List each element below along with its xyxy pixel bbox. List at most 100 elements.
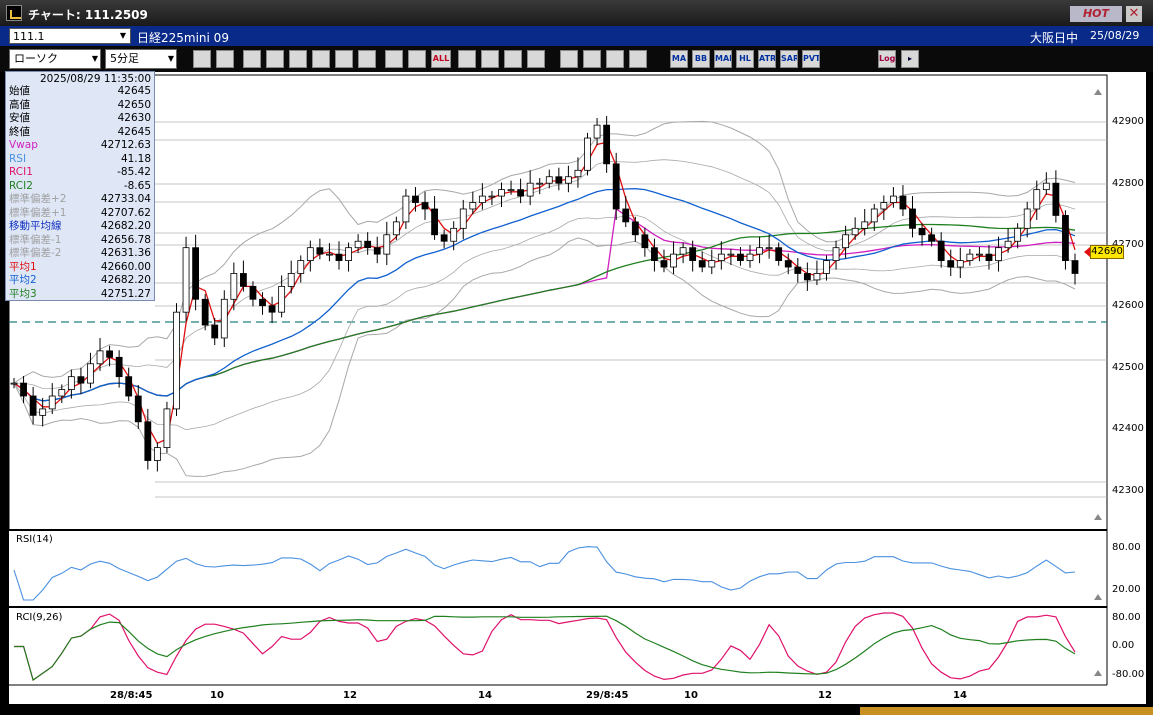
time-tick-label: 14 — [953, 690, 967, 701]
candle-body — [268, 305, 276, 313]
info-label: 標準偏差+1 — [9, 206, 67, 219]
info-value: 42682.20 — [100, 220, 151, 232]
info-datetime: 2025/08/29 11:35:00 — [9, 73, 153, 85]
info-value: 42707.62 — [100, 206, 151, 219]
arrow-icon[interactable] — [312, 50, 330, 68]
export-icon[interactable]: ▸ — [901, 50, 919, 68]
candle-body — [995, 247, 1002, 261]
trend-icon[interactable] — [458, 50, 476, 68]
candle-body — [517, 189, 525, 197]
info-label: 終値 — [9, 125, 30, 138]
pointer-icon[interactable] — [289, 50, 307, 68]
rsi-tick-label: 80.00 — [1112, 542, 1141, 553]
candle-body — [641, 234, 649, 249]
symbol-code-input[interactable]: 111.1 — [9, 28, 131, 44]
candle-body — [87, 363, 94, 384]
candle-body — [240, 273, 247, 287]
candle-body — [1014, 227, 1022, 242]
search-icon[interactable] — [481, 50, 499, 68]
candle-body — [1071, 260, 1079, 274]
chevron-down-icon[interactable]: ▼ — [119, 31, 127, 40]
candle-body — [192, 247, 200, 300]
zoom-icon[interactable] — [193, 50, 211, 68]
close-button[interactable]: ✕ — [1126, 6, 1142, 22]
info-row: 平均2 42682.20 — [9, 274, 153, 286]
wrench-icon[interactable] — [606, 50, 624, 68]
info-label: 安値 — [9, 112, 30, 124]
candle-body — [58, 389, 66, 397]
indicator-sar-button[interactable]: SAR — [780, 50, 798, 68]
candle-body — [96, 350, 104, 365]
price-tick-label: 42400 — [1112, 423, 1144, 434]
candle-body — [956, 260, 964, 268]
indicator-pvt-button[interactable]: PVT — [802, 50, 820, 68]
candle-body — [488, 195, 496, 198]
candle-body — [412, 195, 419, 203]
candle-body — [870, 208, 878, 223]
candle-body — [564, 176, 572, 184]
info-datetime-value: 2025/08/29 11:35:00 — [39, 73, 151, 85]
candle-body — [220, 298, 228, 339]
scroll-arrow-icon — [1094, 89, 1102, 95]
time-tick-label: 10 — [210, 690, 224, 701]
candle-body — [574, 169, 582, 178]
palette-icon[interactable] — [629, 50, 647, 68]
candle-body — [775, 247, 783, 261]
candle-body — [842, 234, 849, 249]
log-scale-button[interactable]: Log — [878, 50, 896, 68]
candle-body — [1023, 208, 1031, 229]
updown-icon[interactable] — [527, 50, 545, 68]
rci-slow-line — [14, 615, 1076, 681]
candle-body — [784, 260, 792, 268]
candle-body — [249, 285, 257, 300]
chart-type-select[interactable]: ローソク ▼ — [9, 49, 101, 69]
ma1-line — [13, 141, 1076, 445]
candle-body — [450, 227, 458, 242]
candle-body — [651, 247, 658, 261]
chart-type-value: ローソク — [14, 52, 58, 65]
candle2-icon[interactable] — [408, 50, 426, 68]
candle-icon[interactable] — [385, 50, 403, 68]
info-value: 42650 — [117, 98, 151, 111]
candle-body — [727, 253, 735, 256]
all-icon[interactable]: ALL — [431, 50, 451, 68]
candle-body — [144, 421, 152, 461]
fib-icon[interactable] — [583, 50, 601, 68]
candle-body — [163, 408, 171, 449]
candle-body — [622, 208, 630, 223]
trash-icon[interactable] — [358, 50, 376, 68]
indicator-mae-button[interactable]: MAE — [714, 50, 732, 68]
candle-body — [861, 221, 869, 229]
indicator-atr-button[interactable]: ATR — [758, 50, 776, 68]
indicator-bb-button[interactable]: BB — [692, 50, 710, 68]
candle-body — [966, 253, 974, 261]
candle-body — [153, 447, 161, 461]
memo-icon[interactable] — [335, 50, 353, 68]
info-label: Vwap — [9, 139, 38, 151]
candle-body — [478, 195, 486, 203]
percent-icon[interactable] — [560, 50, 578, 68]
info-row: 平均3 42751.27 — [9, 288, 153, 300]
pen-icon[interactable] — [243, 50, 261, 68]
candle-body — [48, 395, 56, 410]
ma2-line — [13, 188, 1076, 402]
symbol-bar: 111.1 ▼ 日経225mini 09 大阪日中 25/08/29 — [0, 26, 1153, 46]
brush-icon[interactable] — [266, 50, 284, 68]
info-label: RSI — [9, 152, 27, 165]
candle-body — [526, 182, 534, 197]
candle-body — [947, 260, 955, 268]
info-row: 始値 42645 — [9, 85, 153, 97]
indicator-ma-button[interactable]: MA — [670, 50, 688, 68]
rsi-panel-title: RSI(14) — [16, 534, 53, 545]
indicator-hl-button[interactable]: HL — [736, 50, 754, 68]
interval-select[interactable]: 5分足 ▼ — [105, 49, 177, 69]
candle-body — [335, 253, 343, 261]
bars-icon[interactable] — [504, 50, 522, 68]
bollinger-lower1-line — [13, 214, 1076, 431]
hot-button[interactable]: HOT — [1070, 6, 1122, 22]
info-row: RSI 41.18 — [9, 153, 153, 165]
candle-body — [832, 247, 840, 261]
info-row: 安値 42630 — [9, 112, 153, 124]
grid-icon[interactable] — [216, 50, 234, 68]
